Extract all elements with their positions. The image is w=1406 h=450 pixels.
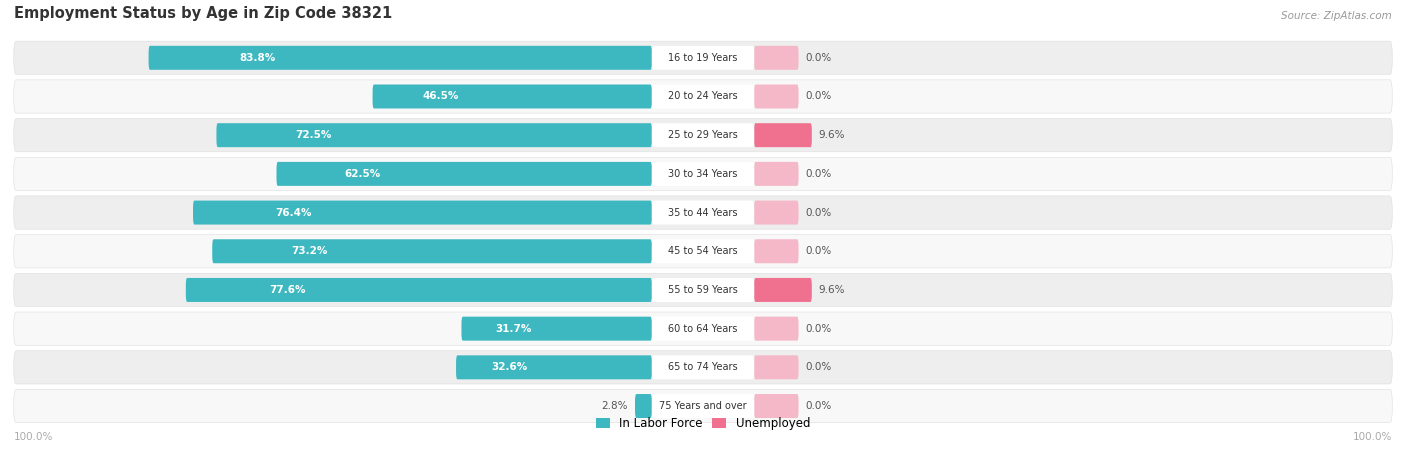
FancyBboxPatch shape bbox=[212, 239, 652, 263]
Text: 0.0%: 0.0% bbox=[806, 246, 831, 256]
Text: 32.6%: 32.6% bbox=[491, 362, 527, 372]
Text: 20 to 24 Years: 20 to 24 Years bbox=[668, 91, 738, 102]
FancyBboxPatch shape bbox=[652, 317, 754, 341]
FancyBboxPatch shape bbox=[652, 46, 754, 70]
FancyBboxPatch shape bbox=[652, 201, 754, 225]
Text: 77.6%: 77.6% bbox=[270, 285, 307, 295]
FancyBboxPatch shape bbox=[14, 273, 1392, 306]
Text: 16 to 19 Years: 16 to 19 Years bbox=[668, 53, 738, 63]
Text: 83.8%: 83.8% bbox=[239, 53, 276, 63]
FancyBboxPatch shape bbox=[754, 162, 799, 186]
Text: 2.8%: 2.8% bbox=[602, 401, 628, 411]
FancyBboxPatch shape bbox=[373, 85, 652, 108]
Text: 75 Years and over: 75 Years and over bbox=[659, 401, 747, 411]
FancyBboxPatch shape bbox=[652, 123, 754, 147]
FancyBboxPatch shape bbox=[14, 196, 1392, 229]
FancyBboxPatch shape bbox=[14, 234, 1392, 268]
FancyBboxPatch shape bbox=[186, 278, 652, 302]
FancyBboxPatch shape bbox=[652, 85, 754, 108]
Text: 0.0%: 0.0% bbox=[806, 207, 831, 217]
FancyBboxPatch shape bbox=[14, 157, 1392, 190]
Text: 62.5%: 62.5% bbox=[344, 169, 380, 179]
Text: 0.0%: 0.0% bbox=[806, 362, 831, 372]
Text: 30 to 34 Years: 30 to 34 Years bbox=[668, 169, 738, 179]
FancyBboxPatch shape bbox=[14, 389, 1392, 423]
FancyBboxPatch shape bbox=[652, 356, 754, 379]
Text: 72.5%: 72.5% bbox=[295, 130, 332, 140]
FancyBboxPatch shape bbox=[456, 356, 652, 379]
Text: 65 to 74 Years: 65 to 74 Years bbox=[668, 362, 738, 372]
FancyBboxPatch shape bbox=[754, 356, 799, 379]
Text: 55 to 59 Years: 55 to 59 Years bbox=[668, 285, 738, 295]
FancyBboxPatch shape bbox=[14, 41, 1392, 74]
FancyBboxPatch shape bbox=[754, 46, 799, 70]
Text: 31.7%: 31.7% bbox=[496, 324, 531, 333]
Text: 0.0%: 0.0% bbox=[806, 401, 831, 411]
Legend: In Labor Force, Unemployed: In Labor Force, Unemployed bbox=[591, 413, 815, 435]
FancyBboxPatch shape bbox=[149, 46, 652, 70]
FancyBboxPatch shape bbox=[754, 201, 799, 225]
Text: 9.6%: 9.6% bbox=[818, 130, 845, 140]
Text: 0.0%: 0.0% bbox=[806, 53, 831, 63]
FancyBboxPatch shape bbox=[14, 351, 1392, 384]
Text: 60 to 64 Years: 60 to 64 Years bbox=[668, 324, 738, 333]
Text: 0.0%: 0.0% bbox=[806, 324, 831, 333]
Text: Employment Status by Age in Zip Code 38321: Employment Status by Age in Zip Code 383… bbox=[14, 6, 392, 21]
Text: 35 to 44 Years: 35 to 44 Years bbox=[668, 207, 738, 217]
FancyBboxPatch shape bbox=[652, 239, 754, 263]
Text: 45 to 54 Years: 45 to 54 Years bbox=[668, 246, 738, 256]
FancyBboxPatch shape bbox=[14, 118, 1392, 152]
FancyBboxPatch shape bbox=[14, 312, 1392, 345]
FancyBboxPatch shape bbox=[754, 239, 799, 263]
FancyBboxPatch shape bbox=[754, 278, 811, 302]
FancyBboxPatch shape bbox=[461, 317, 652, 341]
FancyBboxPatch shape bbox=[14, 80, 1392, 113]
Text: 25 to 29 Years: 25 to 29 Years bbox=[668, 130, 738, 140]
FancyBboxPatch shape bbox=[193, 201, 652, 225]
Text: 100.0%: 100.0% bbox=[1353, 432, 1392, 442]
FancyBboxPatch shape bbox=[652, 394, 754, 418]
FancyBboxPatch shape bbox=[754, 123, 811, 147]
Text: 0.0%: 0.0% bbox=[806, 169, 831, 179]
FancyBboxPatch shape bbox=[277, 162, 652, 186]
FancyBboxPatch shape bbox=[636, 394, 652, 418]
FancyBboxPatch shape bbox=[652, 162, 754, 186]
FancyBboxPatch shape bbox=[754, 85, 799, 108]
Text: 0.0%: 0.0% bbox=[806, 91, 831, 102]
Text: 46.5%: 46.5% bbox=[423, 91, 460, 102]
Text: 100.0%: 100.0% bbox=[14, 432, 53, 442]
Text: 73.2%: 73.2% bbox=[291, 246, 328, 256]
FancyBboxPatch shape bbox=[754, 317, 799, 341]
Text: 76.4%: 76.4% bbox=[276, 207, 312, 217]
FancyBboxPatch shape bbox=[652, 278, 754, 302]
FancyBboxPatch shape bbox=[754, 394, 799, 418]
Text: 9.6%: 9.6% bbox=[818, 285, 845, 295]
FancyBboxPatch shape bbox=[217, 123, 652, 147]
Text: Source: ZipAtlas.com: Source: ZipAtlas.com bbox=[1281, 11, 1392, 21]
